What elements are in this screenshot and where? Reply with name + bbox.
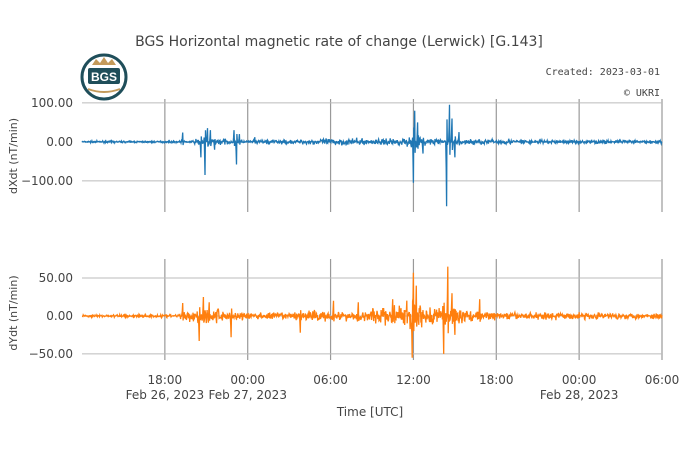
- copyright-annotation: © UKRI: [624, 88, 660, 99]
- x-tick-label: 18:00: [148, 373, 183, 387]
- x-date-label: Feb 26, 2023: [126, 388, 205, 402]
- x-tick-label: 12:00: [396, 373, 431, 387]
- dxdt-series-line: [81, 104, 663, 207]
- x-tick-label: 06:00: [645, 373, 680, 387]
- x-tick-label: 00:00: [230, 373, 265, 387]
- chart-title: BGS Horizontal magnetic rate of change (…: [135, 34, 543, 50]
- created-annotation: Created: 2023-03-01: [546, 67, 660, 78]
- x-axis-title: Time [UTC]: [336, 405, 403, 419]
- y-axis-title: dXdt (nT/min): [7, 118, 20, 194]
- x-tick-label: 18:00: [479, 373, 514, 387]
- x-tick-label: 00:00: [562, 373, 597, 387]
- y-tick-label: −50.00: [29, 347, 73, 361]
- y-tick-label: 0.00: [46, 135, 73, 149]
- dydt-subplot: 50.00 0.00 −50.00 dYdt (nT/min): [7, 259, 663, 361]
- x-tick-label: 06:00: [313, 373, 348, 387]
- y-axis-title: dYdt (nT/min): [7, 275, 20, 350]
- y-tick-label: 100.00: [31, 96, 73, 110]
- x-axis: 18:00 00:00 06:00 12:00 18:00 00:00 06:00 Feb 2…: [126, 373, 680, 402]
- dydt-series-line: [81, 266, 663, 358]
- x-date-label: Feb 28, 2023: [540, 388, 619, 402]
- y-tick-label: −100.00: [21, 174, 73, 188]
- y-tick-label: 0.00: [46, 309, 73, 323]
- x-date-label: Feb 27, 2023: [208, 388, 287, 402]
- logo-text: BGS: [91, 70, 117, 84]
- y-tick-label: 50.00: [39, 271, 73, 285]
- bgs-logo: BGS: [80, 53, 128, 101]
